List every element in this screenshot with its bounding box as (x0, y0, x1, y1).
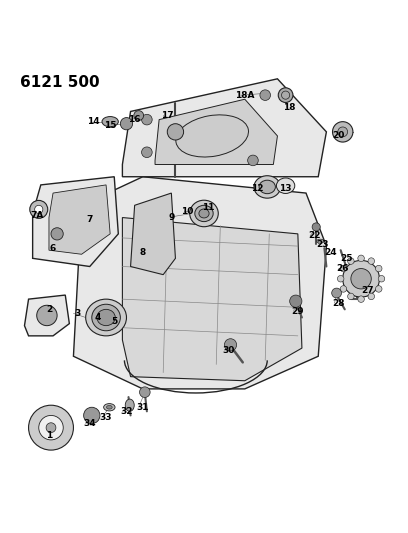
Circle shape (333, 122, 353, 142)
Text: 12: 12 (251, 184, 263, 193)
Text: 7: 7 (86, 215, 93, 224)
Circle shape (37, 305, 57, 326)
Text: 6121 500: 6121 500 (20, 75, 100, 90)
Polygon shape (122, 79, 326, 177)
Text: 24: 24 (324, 248, 337, 257)
Text: 13: 13 (279, 184, 292, 193)
Circle shape (340, 286, 347, 292)
Text: 31: 31 (137, 403, 149, 412)
Circle shape (248, 155, 258, 166)
Circle shape (282, 91, 290, 99)
Text: 29: 29 (292, 307, 304, 316)
Ellipse shape (190, 200, 218, 227)
Text: 30: 30 (222, 345, 235, 354)
Circle shape (224, 338, 237, 351)
Circle shape (278, 88, 293, 102)
Text: 8: 8 (140, 248, 146, 257)
Ellipse shape (259, 180, 275, 193)
Circle shape (142, 147, 152, 158)
Text: 11: 11 (202, 203, 214, 212)
Text: 32: 32 (120, 407, 133, 416)
Text: 7A: 7A (30, 211, 43, 220)
Text: 1: 1 (46, 431, 52, 440)
Text: 18: 18 (284, 103, 296, 112)
Circle shape (378, 276, 385, 282)
Circle shape (84, 407, 100, 424)
Circle shape (348, 258, 354, 264)
Circle shape (338, 127, 348, 137)
Circle shape (46, 423, 56, 433)
Ellipse shape (104, 403, 115, 411)
Ellipse shape (195, 205, 213, 222)
Text: 6: 6 (50, 244, 56, 253)
Circle shape (120, 118, 133, 130)
Text: 4: 4 (95, 313, 101, 322)
Text: 2: 2 (46, 305, 52, 314)
Polygon shape (24, 295, 69, 336)
Text: 9: 9 (168, 213, 175, 222)
Text: 26: 26 (337, 264, 349, 273)
Polygon shape (122, 217, 302, 381)
Circle shape (39, 415, 63, 440)
Circle shape (167, 124, 184, 140)
Text: 17: 17 (161, 111, 173, 120)
Circle shape (348, 293, 354, 300)
Text: 25: 25 (341, 254, 353, 263)
Ellipse shape (199, 209, 209, 218)
Ellipse shape (125, 399, 134, 411)
Ellipse shape (106, 406, 112, 409)
Ellipse shape (102, 117, 118, 127)
Circle shape (30, 200, 48, 219)
Text: 5: 5 (111, 317, 118, 326)
Circle shape (260, 90, 271, 100)
Circle shape (29, 405, 73, 450)
Polygon shape (155, 99, 277, 165)
Circle shape (368, 258, 375, 264)
Text: 28: 28 (333, 298, 345, 308)
Ellipse shape (317, 239, 324, 243)
Circle shape (375, 286, 382, 292)
Ellipse shape (92, 304, 120, 331)
Polygon shape (131, 193, 175, 274)
Text: 10: 10 (182, 207, 194, 216)
Circle shape (312, 223, 320, 231)
Text: 15: 15 (104, 121, 116, 130)
Polygon shape (33, 177, 118, 266)
Text: 20: 20 (333, 132, 345, 140)
Circle shape (358, 296, 364, 302)
Circle shape (337, 276, 344, 282)
Circle shape (358, 255, 364, 262)
Circle shape (51, 228, 63, 240)
Circle shape (375, 265, 382, 272)
Ellipse shape (176, 115, 248, 157)
Ellipse shape (254, 176, 281, 198)
Text: 23: 23 (316, 239, 328, 248)
Circle shape (142, 114, 152, 125)
Circle shape (343, 261, 379, 297)
Text: 34: 34 (84, 419, 96, 428)
Circle shape (35, 205, 43, 213)
Text: 3: 3 (74, 309, 81, 318)
Circle shape (340, 265, 347, 272)
Circle shape (140, 387, 150, 398)
Circle shape (134, 111, 144, 120)
Text: 16: 16 (129, 115, 141, 124)
Text: 14: 14 (88, 117, 100, 126)
Text: 33: 33 (100, 413, 112, 422)
Circle shape (368, 293, 375, 300)
Circle shape (351, 269, 371, 289)
Text: 22: 22 (308, 231, 320, 240)
Text: 18A: 18A (235, 91, 255, 100)
Ellipse shape (97, 309, 115, 326)
Text: 27: 27 (361, 286, 373, 295)
Ellipse shape (276, 178, 295, 193)
Circle shape (332, 288, 341, 298)
Ellipse shape (86, 299, 126, 336)
Polygon shape (49, 185, 110, 254)
Polygon shape (73, 177, 326, 389)
Circle shape (290, 295, 302, 308)
